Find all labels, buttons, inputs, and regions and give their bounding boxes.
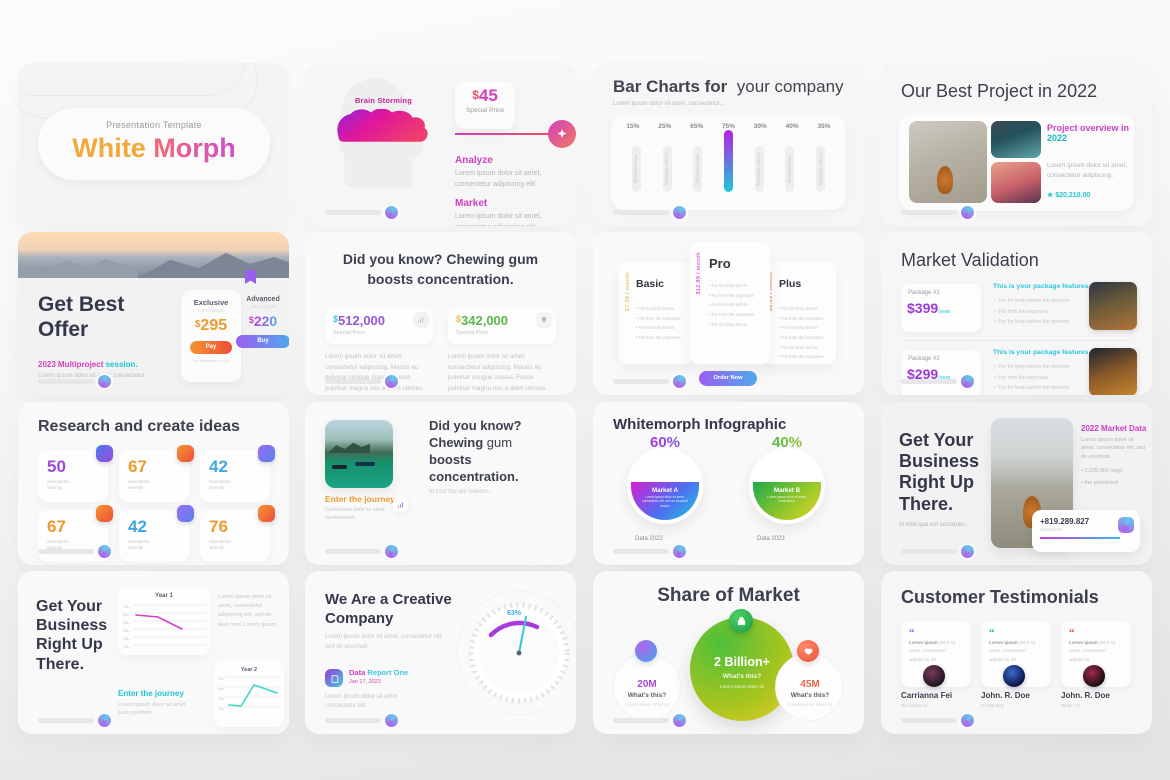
svg-text:60k: 60k — [123, 612, 129, 617]
svg-text:63%: 63% — [507, 610, 522, 617]
svg-text:70k: 70k — [123, 604, 129, 609]
svg-text:10k: 10k — [123, 644, 129, 649]
svg-text:40k: 40k — [123, 620, 129, 625]
svg-text:30k: 30k — [218, 697, 224, 701]
svg-text:80k: 80k — [218, 677, 224, 681]
svg-text:60k: 60k — [218, 687, 224, 691]
svg-text:30k: 30k — [123, 628, 129, 633]
svg-text:10k: 10k — [218, 707, 224, 711]
svg-text:20k: 20k — [123, 636, 129, 641]
